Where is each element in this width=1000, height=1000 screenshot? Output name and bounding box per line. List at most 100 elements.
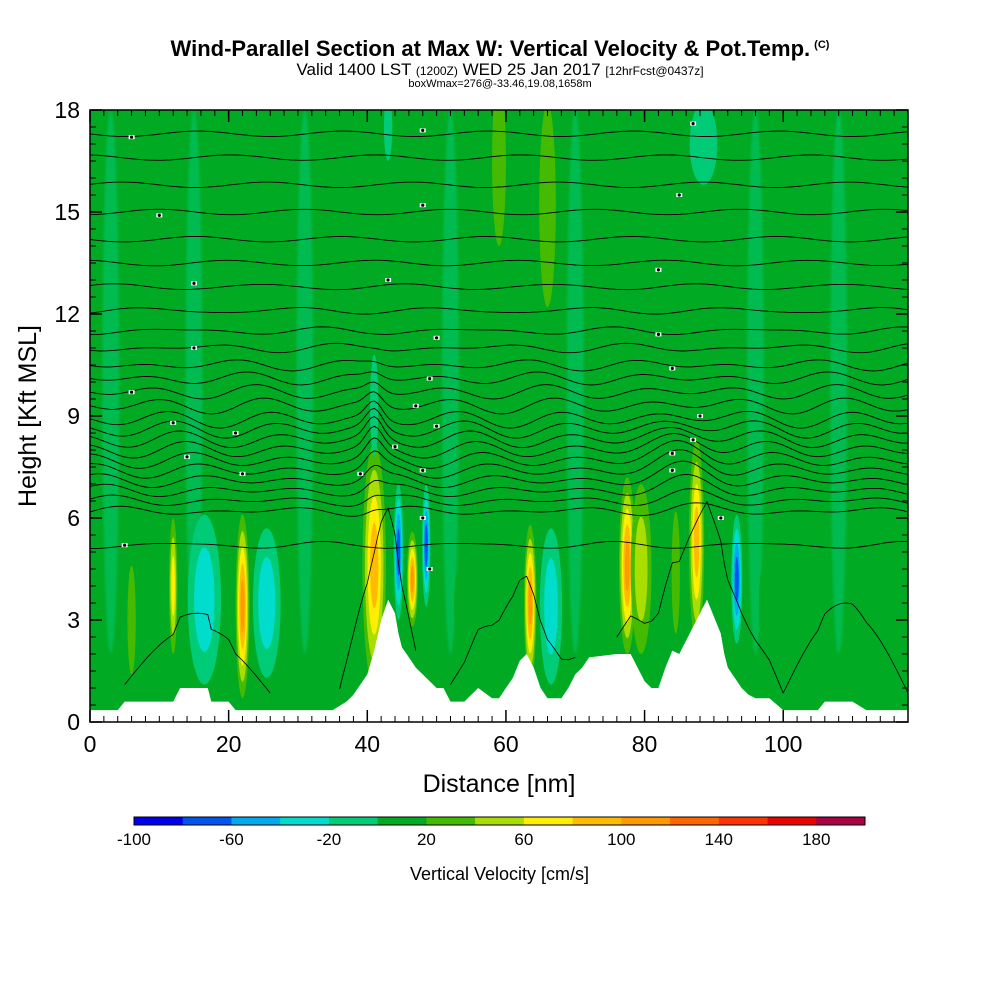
y-tick-label: 18 bbox=[54, 97, 80, 123]
isentrope-line bbox=[90, 437, 908, 469]
weak-motion-band bbox=[185, 110, 203, 654]
terrain bbox=[90, 599, 908, 722]
isentrope-label-mark bbox=[157, 213, 161, 217]
isentrope-line bbox=[90, 236, 908, 243]
weak-motion-band bbox=[802, 110, 820, 654]
y-tick-label: 9 bbox=[67, 403, 80, 429]
y-tick-label: 0 bbox=[67, 709, 80, 735]
velocity-core bbox=[634, 516, 648, 622]
isentrope-label-mark bbox=[421, 516, 425, 520]
isentrope-line bbox=[90, 283, 908, 291]
weak-motion-band bbox=[317, 110, 335, 654]
isentrope-label-mark bbox=[185, 455, 189, 459]
velocity-core bbox=[528, 580, 532, 626]
weak-motion-band bbox=[747, 110, 764, 654]
colorbar: -100 -60 -20 20 60 100 140 180 bbox=[117, 816, 866, 849]
isentrope-line bbox=[90, 342, 908, 354]
colorbar-tick-label: 100 bbox=[607, 830, 635, 849]
isentrope-label-mark bbox=[698, 414, 702, 418]
weak-motion-band bbox=[442, 110, 459, 654]
x-tick-label: 100 bbox=[764, 731, 802, 757]
velocity-core bbox=[539, 110, 556, 308]
velocity-core bbox=[544, 558, 558, 655]
isentrope-line bbox=[90, 359, 908, 372]
velocity-core bbox=[240, 580, 245, 633]
isentrope-line bbox=[124, 612, 271, 694]
weak-motion-band bbox=[296, 110, 314, 654]
colorbar-segment bbox=[718, 817, 768, 825]
isentrope-line bbox=[450, 575, 576, 685]
velocity-core bbox=[624, 540, 630, 591]
isentrope-label-mark bbox=[414, 404, 418, 408]
velocity-core bbox=[424, 523, 428, 567]
isentrope-label-mark bbox=[233, 431, 238, 435]
isentrope-line bbox=[90, 416, 908, 449]
isentrope-line bbox=[90, 425, 908, 459]
colorbar-segment bbox=[523, 817, 573, 825]
isentrope-label-mark bbox=[171, 421, 175, 425]
isentrope-line bbox=[90, 488, 908, 507]
y-tick-label: 15 bbox=[54, 199, 80, 225]
isentrope-label-mark bbox=[421, 468, 425, 472]
velocity-core bbox=[137, 269, 154, 440]
isentrope-label-mark bbox=[677, 193, 681, 197]
velocity-core bbox=[410, 565, 414, 593]
isentrope-line bbox=[90, 540, 908, 549]
velocity-core bbox=[258, 556, 276, 650]
colorbar-title: Vertical Velocity [cm/s] bbox=[410, 864, 589, 884]
isentrope-line bbox=[616, 500, 784, 694]
y-axis-title: Height [Kft MSL] bbox=[14, 325, 42, 507]
y-axis: 0 3 6 9 12 15 18 bbox=[54, 97, 908, 735]
isentrope-label-mark bbox=[435, 336, 439, 340]
velocity-core bbox=[370, 354, 379, 457]
colorbar-segment bbox=[134, 817, 184, 825]
colorbar-tick-label: -20 bbox=[317, 830, 342, 849]
isentrope-line bbox=[90, 407, 908, 439]
isentrope-contours bbox=[90, 130, 908, 694]
subtitle-date: WED 25 Jan 2017 bbox=[462, 60, 601, 79]
x-tick-label: 0 bbox=[84, 731, 97, 757]
isentrope-label-mark bbox=[670, 366, 674, 370]
isentrope-label-mark bbox=[428, 377, 432, 381]
velocity-core bbox=[758, 524, 808, 682]
velocity-core bbox=[396, 528, 401, 576]
x-tick-label: 20 bbox=[216, 731, 242, 757]
isentrope-label-mark bbox=[240, 472, 245, 476]
velocity-core bbox=[453, 535, 503, 671]
velocity-core bbox=[689, 110, 718, 185]
isentrope-line bbox=[90, 391, 908, 415]
isentrope-line bbox=[90, 307, 908, 315]
chart-title: Wind-Parallel Section at Max W: Vertical… bbox=[0, 36, 1000, 62]
colorbar-segment bbox=[767, 817, 817, 825]
isentrope-label-mark bbox=[129, 390, 134, 394]
isentrope-label-mark bbox=[670, 468, 674, 472]
chart-title-text: Wind-Parallel Section at Max W: Vertical… bbox=[170, 36, 811, 61]
colorbar-segment bbox=[426, 817, 476, 825]
weak-motion-band bbox=[483, 110, 501, 654]
colorbar-tick-label: 20 bbox=[417, 830, 436, 849]
title-mark: (C) bbox=[814, 38, 830, 51]
isentrope-label-mark bbox=[656, 332, 661, 336]
isentrope-line bbox=[339, 507, 417, 689]
x-tick-label: 40 bbox=[354, 731, 380, 757]
colorbar-segment bbox=[621, 817, 671, 825]
isentrope-label-mark bbox=[358, 472, 362, 476]
colorbar-tick-label: 140 bbox=[705, 830, 733, 849]
velocity-core bbox=[194, 547, 215, 652]
velocity-core bbox=[671, 511, 680, 634]
colorbar-tick-label: -60 bbox=[219, 830, 244, 849]
isentrope-line bbox=[90, 326, 908, 336]
weak-motion-band bbox=[268, 110, 286, 654]
velocity-core bbox=[127, 565, 136, 675]
subtitle-forecast: [12hrFcst@0437z] bbox=[605, 64, 704, 78]
colorbar-frame bbox=[133, 816, 866, 826]
subtitle-valid: Valid 1400 LST bbox=[296, 60, 412, 79]
x-tick-label: 60 bbox=[493, 731, 519, 757]
isentrope-line bbox=[90, 502, 908, 517]
colorbar-tick-label: 60 bbox=[514, 830, 533, 849]
colorbar-segment bbox=[670, 817, 720, 825]
isentrope-label-mark bbox=[691, 122, 695, 126]
isentrope-line bbox=[90, 400, 908, 429]
isentrope-label-mark bbox=[670, 451, 674, 455]
